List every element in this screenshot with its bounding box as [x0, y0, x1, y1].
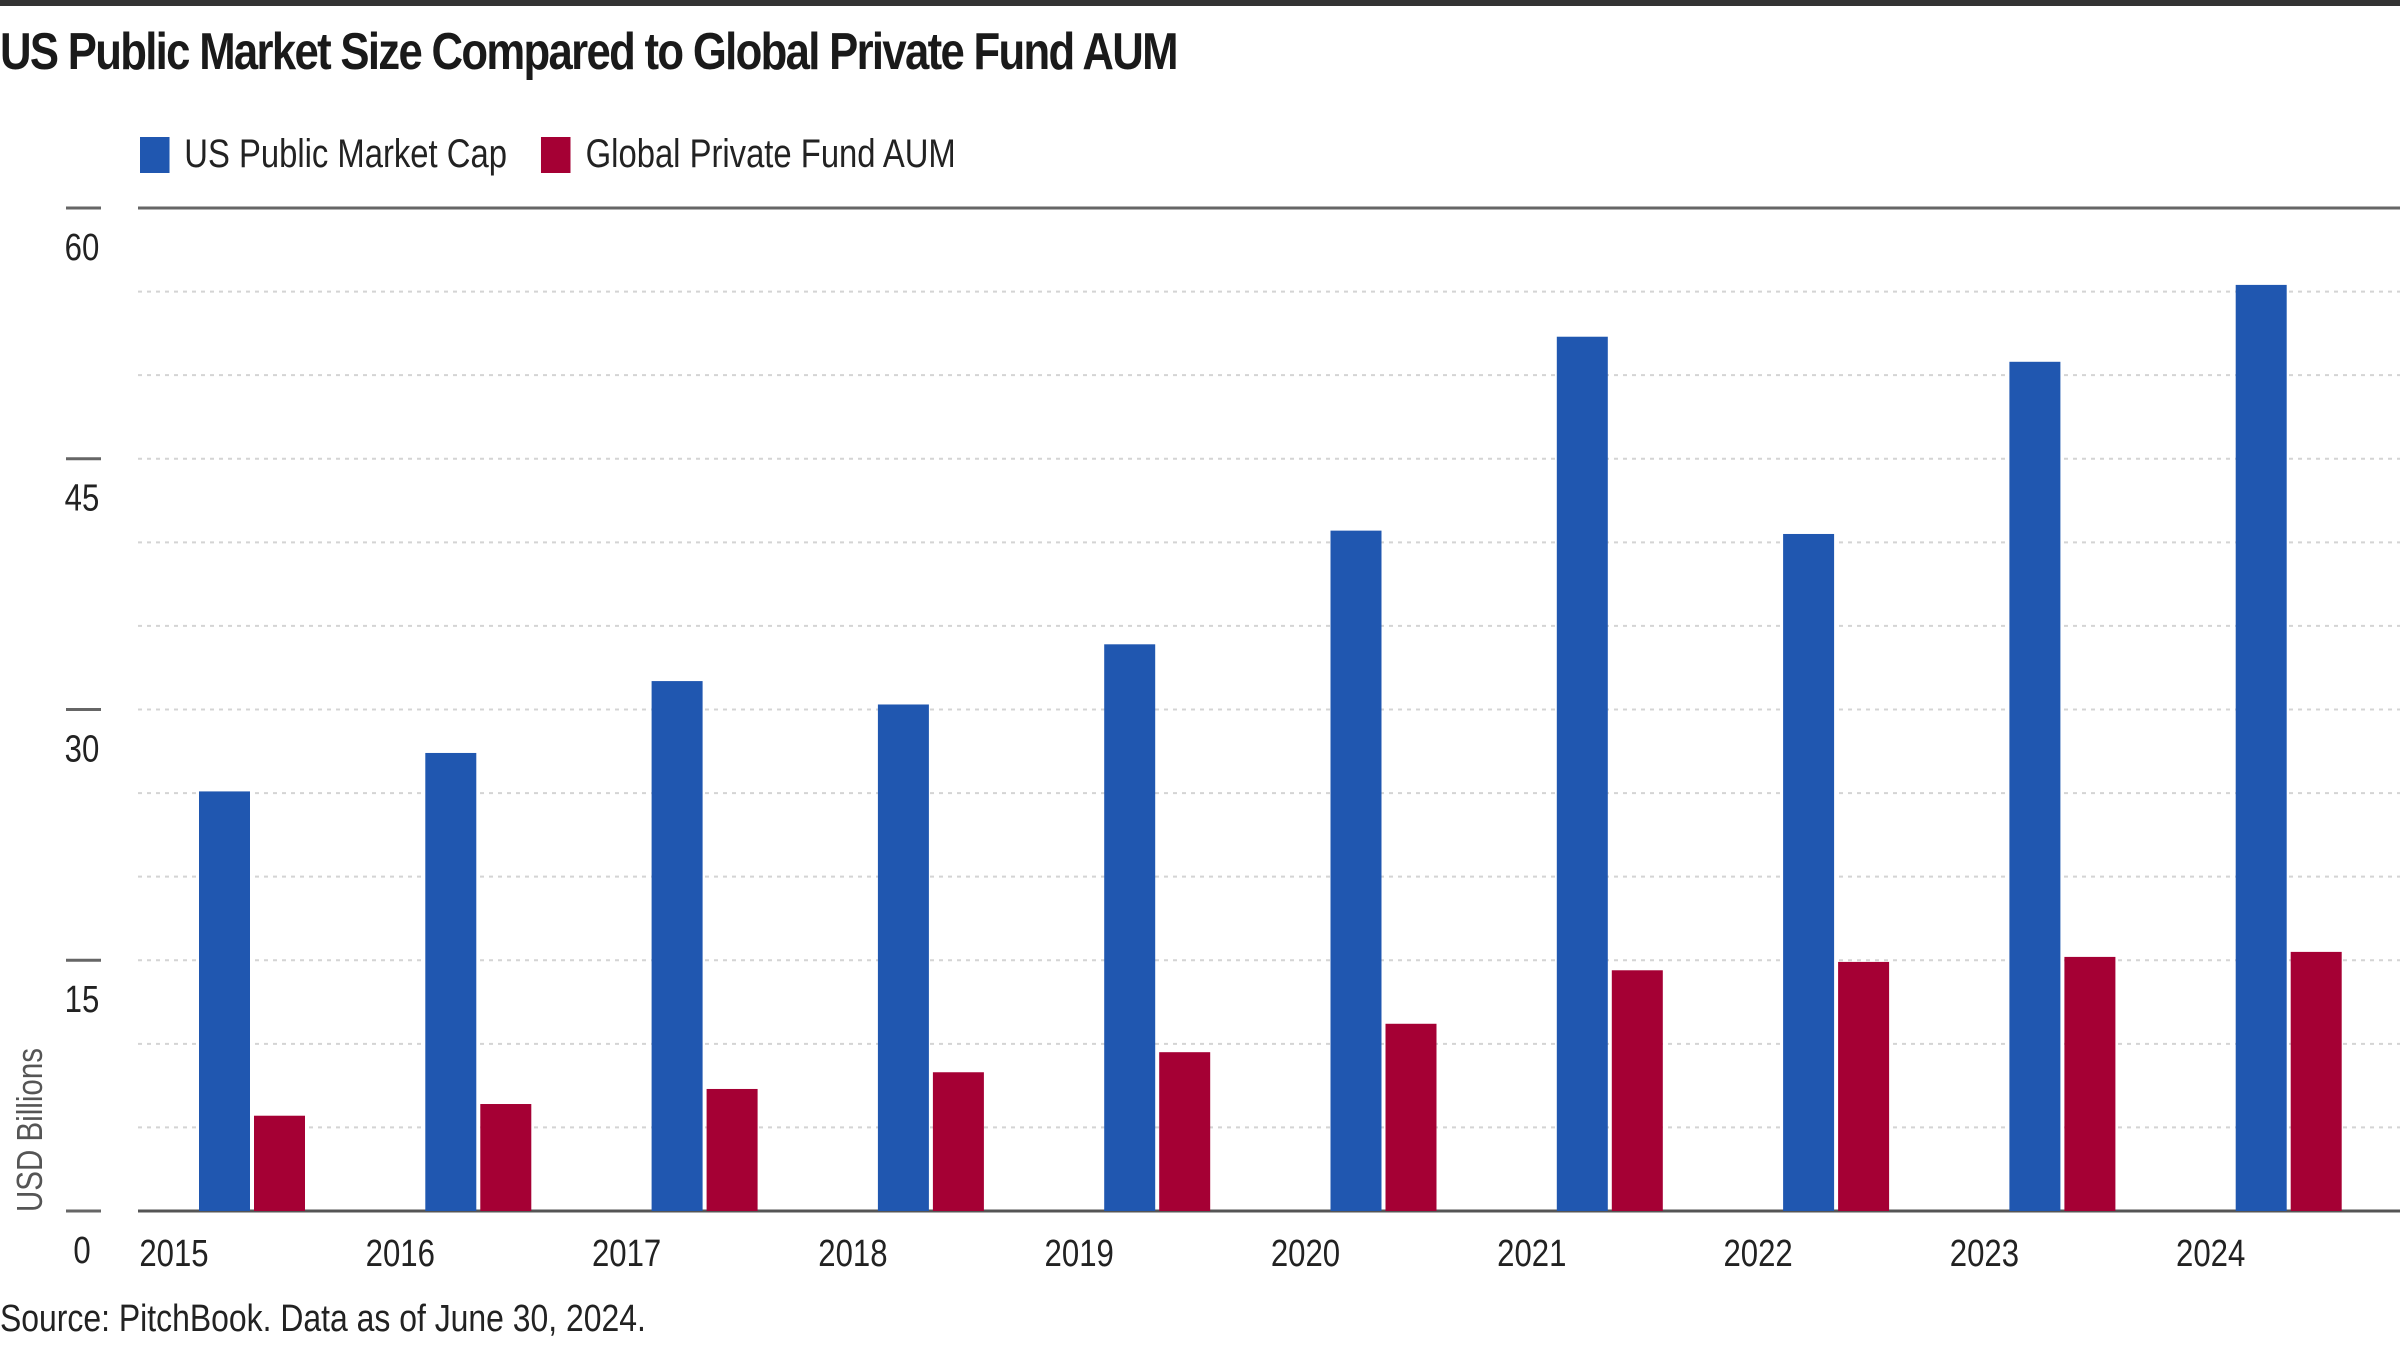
- x-tick-label: 2024: [2176, 1233, 2245, 1275]
- x-tick-label: 2021: [1497, 1233, 1566, 1275]
- x-tick-label: 2017: [592, 1233, 661, 1275]
- bar-us-public: [1783, 533, 1835, 1211]
- top-rule: [0, 0, 2400, 6]
- bar-us-public: [651, 681, 703, 1211]
- bar-private-fund: [1611, 970, 1663, 1211]
- y-tick-label: 15: [65, 979, 100, 1021]
- legend-label: US Public Market Cap: [184, 132, 507, 176]
- bar-private-fund: [2064, 956, 2116, 1211]
- legend-label: Global Private Fund AUM: [585, 132, 956, 176]
- bar-private-fund: [1385, 1023, 1437, 1211]
- bar-private-fund: [254, 1115, 305, 1211]
- bar-us-public: [199, 791, 250, 1211]
- bar-us-public: [1330, 530, 1382, 1211]
- x-tick-label: 2020: [1271, 1233, 1340, 1275]
- bar-us-public: [2235, 284, 2287, 1211]
- bar-us-public: [1556, 336, 1608, 1211]
- bar-us-public: [877, 704, 929, 1211]
- legend-item-us-public: US Public Market Cap: [140, 132, 507, 177]
- bar-private-fund: [1838, 961, 1890, 1211]
- y-axis-label: USD Billions: [9, 1048, 49, 1212]
- bar-us-public: [2009, 361, 2061, 1211]
- legend-swatch-private-fund: [541, 136, 571, 173]
- bar-private-fund: [706, 1088, 758, 1211]
- chart-title: US Public Market Size Compared to Global…: [0, 23, 1179, 81]
- x-tick-label: 2019: [1045, 1233, 1114, 1275]
- x-tick-label: 2015: [139, 1233, 208, 1275]
- legend-swatch-us-public: [140, 136, 170, 173]
- y-tick-label: 0: [73, 1230, 90, 1272]
- y-tick-label: 45: [65, 478, 100, 520]
- bar-us-public: [425, 752, 477, 1211]
- y-tick-label: 30: [65, 729, 100, 771]
- source-note: Source: PitchBook. Data as of June 30, 2…: [0, 1298, 646, 1340]
- bar-private-fund: [1159, 1052, 1211, 1211]
- bar-private-fund: [2290, 951, 2342, 1211]
- legend: US Public Market Cap Global Private Fund…: [140, 132, 990, 177]
- bar-private-fund: [932, 1072, 984, 1211]
- y-tick-label: 60: [65, 227, 100, 269]
- x-tick-label: 2016: [366, 1233, 435, 1275]
- bar-private-fund: [480, 1104, 532, 1211]
- x-tick-label: 2022: [1723, 1233, 1792, 1275]
- legend-item-private-fund: Global Private Fund AUM: [541, 132, 956, 177]
- x-tick-label: 2023: [1950, 1233, 2019, 1275]
- x-tick-label: 2018: [818, 1233, 887, 1275]
- bar-us-public: [1104, 644, 1156, 1211]
